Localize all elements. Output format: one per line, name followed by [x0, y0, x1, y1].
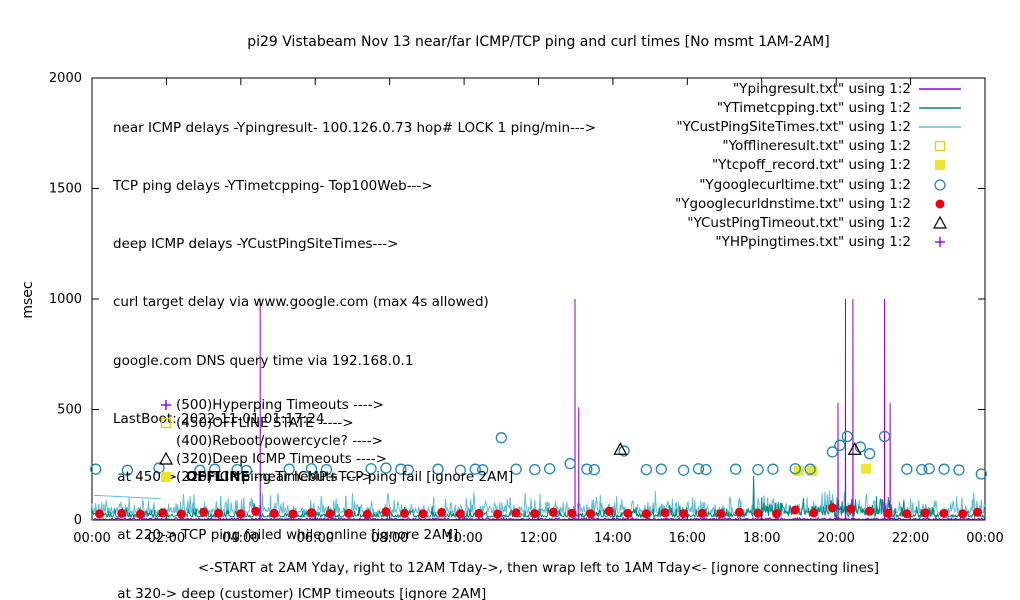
legend-row: "Ygooglecurldnstime.txt" using 1:2: [675, 194, 965, 213]
triangle-icon: [158, 451, 176, 467]
filled-square-icon: [158, 469, 176, 485]
info-line: google.com DNS query time via 192.168.0.…: [113, 352, 414, 369]
spacer: [158, 433, 176, 449]
legend-row: "Yofflineresult.txt" using 1:2: [675, 137, 965, 156]
svg-text:06:00: 06:00: [297, 531, 334, 546]
legend-row: "Ygooglecurltime.txt" using 1:2: [675, 175, 965, 194]
info-line: TCP ping delays -YTimetcpping- Top100Web…: [113, 178, 433, 195]
svg-text:1000: 1000: [49, 292, 82, 307]
svg-text:22:00: 22:00: [892, 531, 929, 546]
legend-row: "YTimetcpping.txt" using 1:2: [675, 98, 965, 117]
legend-marker-icon: [915, 177, 965, 193]
legend-marker-icon: [915, 100, 965, 116]
svg-text:16:00: 16:00: [669, 531, 706, 546]
page-title: pi29 Vistabeam Nov 13 near/far ICMP/TCP …: [247, 34, 830, 50]
info-line: curl target delay via www.google.com (ma…: [113, 294, 489, 311]
svg-text:18:00: 18:00: [743, 531, 780, 546]
svg-text:12:00: 12:00: [520, 531, 557, 546]
marker-label-row: (220)TCP ping Timeouts ---->: [158, 468, 387, 486]
info-annotation-block: near ICMP delays -Ypingresult- 100.126.0…: [113, 80, 596, 600]
svg-text:14:00: 14:00: [594, 531, 631, 546]
svg-text:0: 0: [74, 513, 82, 528]
info-line: deep ICMP delays -YCustPingSiteTimes--->: [113, 236, 399, 253]
legend-row: "YCustPingTimeout.txt" using 1:2: [675, 213, 965, 232]
svg-text:00:00: 00:00: [966, 531, 1003, 546]
marker-label-row: (500)Hyperping Timeouts ---->: [158, 396, 387, 414]
marker-label-row: (320)Deep ICMP Timeouts ---->: [158, 450, 387, 468]
info-line: near ICMP delays -Ypingresult- 100.126.0…: [113, 119, 596, 136]
legend-marker-icon: [915, 81, 965, 97]
svg-text:1500: 1500: [49, 182, 82, 197]
marker-label-row: (400)Reboot/powercycle? ---->: [158, 432, 387, 450]
marker-label-row: (450)OFFLINE STATE ----->: [158, 414, 387, 432]
svg-text:08:00: 08:00: [371, 531, 408, 546]
y-axis-label: msec: [20, 281, 36, 319]
svg-text:04:00: 04:00: [222, 531, 259, 546]
plus-icon: [158, 397, 176, 413]
open-square-icon: [158, 415, 176, 431]
x-axis-label: <-START at 2AM Yday, right to 12AM Tday-…: [197, 560, 880, 576]
svg-text:10:00: 10:00: [445, 531, 482, 546]
svg-text:00:00: 00:00: [73, 531, 110, 546]
svg-text:2000: 2000: [49, 71, 82, 86]
legend: "Ypingresult.txt" using 1:2 "YTimetcppin…: [675, 79, 965, 252]
legend-marker-icon: [915, 234, 965, 250]
info-line: at 220-> TCP ping failed while online [i…: [113, 527, 459, 544]
svg-text:02:00: 02:00: [148, 531, 185, 546]
legend-marker-icon: [915, 196, 965, 212]
legend-row: "Ypingresult.txt" using 1:2: [675, 79, 965, 98]
info-line: at 320-> deep (customer) ICMP timeouts […: [113, 585, 487, 600]
legend-row: "YHPpingtimes.txt" using 1:2: [675, 233, 965, 252]
legend-row: "Ytcpoff_record.txt" using 1:2: [675, 156, 965, 175]
legend-marker-icon: [915, 138, 965, 154]
legend-marker-icon: [915, 119, 965, 135]
marker-label-block: (500)Hyperping Timeouts ----> (450)OFFLI…: [158, 396, 387, 486]
svg-text:500: 500: [57, 403, 82, 418]
svg-text:20:00: 20:00: [817, 531, 854, 546]
legend-marker-icon: [915, 157, 965, 173]
legend-row: "YCustPingSiteTimes.txt" using 1:2: [675, 117, 965, 136]
legend-marker-icon: [915, 215, 965, 231]
